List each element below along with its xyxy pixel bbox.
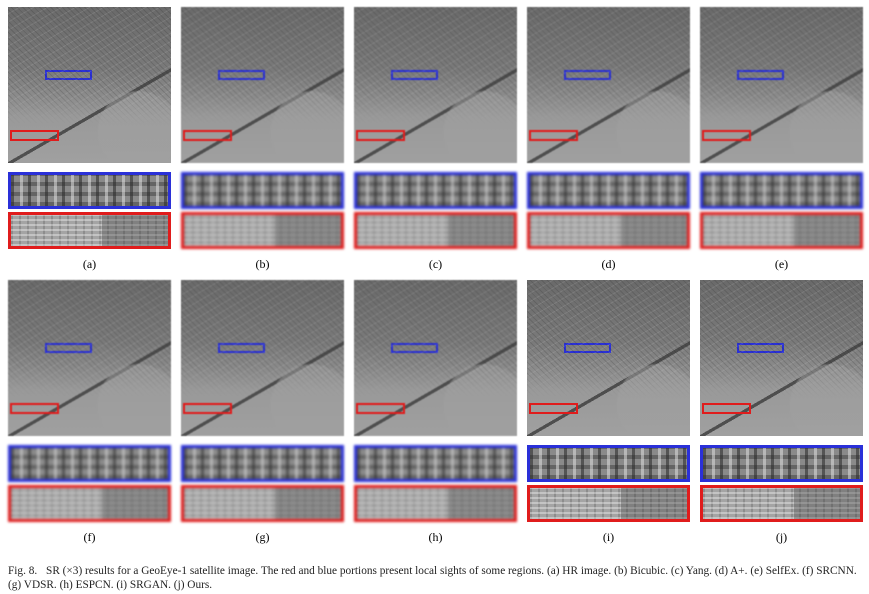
red-region-box — [356, 130, 405, 141]
red-region-box — [529, 403, 578, 414]
satellite-image — [700, 7, 863, 163]
panel-label: (e) — [774, 257, 789, 271]
blue-region-zoom — [527, 445, 690, 482]
figure-panel-d: (d) — [527, 7, 690, 272]
satellite-image — [700, 280, 863, 436]
blue-region-box — [45, 70, 92, 80]
figure-number: Fig. 8. — [8, 565, 38, 577]
figure-panel-i: (i) — [527, 280, 690, 545]
blue-region-zoom — [527, 172, 690, 209]
figure-panel-j: (j) — [700, 280, 863, 545]
red-region-box — [702, 130, 751, 141]
red-region-box — [183, 130, 232, 141]
red-region-box — [10, 130, 59, 141]
blue-region-zoom — [700, 445, 863, 482]
red-region-zoom — [181, 485, 344, 522]
satellite-image — [527, 7, 690, 163]
red-region-box — [702, 403, 751, 414]
satellite-image — [8, 280, 171, 436]
figure-panel-a: (a) — [8, 7, 171, 272]
panel-label: (b) — [255, 257, 270, 271]
red-region-box — [10, 403, 59, 414]
blue-region-box — [564, 343, 611, 353]
blue-region-zoom — [8, 172, 171, 209]
blue-region-box — [45, 343, 92, 353]
blue-region-zoom — [8, 445, 171, 482]
panel-label: (a) — [82, 257, 97, 271]
satellite-image — [354, 7, 517, 163]
red-region-zoom — [181, 212, 344, 249]
panel-label: (h) — [428, 530, 443, 544]
red-region-zoom — [354, 485, 517, 522]
figure-panel-g: (g) — [181, 280, 344, 545]
blue-region-zoom — [354, 445, 517, 482]
satellite-image — [527, 280, 690, 436]
satellite-image — [181, 7, 344, 163]
figure-panel-f: (f) — [8, 280, 171, 545]
satellite-image — [354, 280, 517, 436]
red-region-zoom — [700, 485, 863, 522]
panel-label: (d) — [601, 257, 616, 271]
figure-panel-h: (h) — [354, 280, 517, 545]
blue-region-zoom — [181, 445, 344, 482]
blue-region-box — [391, 343, 438, 353]
satellite-image — [8, 7, 171, 163]
blue-region-box — [737, 70, 784, 80]
satellite-image — [181, 280, 344, 436]
figure-panel-e: (e) — [700, 7, 863, 272]
blue-region-box — [391, 70, 438, 80]
blue-region-box — [218, 70, 265, 80]
panel-label: (i) — [602, 530, 615, 544]
red-region-box — [529, 130, 578, 141]
red-region-zoom — [700, 212, 863, 249]
red-region-zoom — [354, 212, 517, 249]
blue-region-zoom — [354, 172, 517, 209]
figure-panel-c: (c) — [354, 7, 517, 272]
red-region-zoom — [8, 212, 171, 249]
panel-label: (f) — [83, 530, 96, 544]
figure-caption: Fig. 8. SR (×3) results for a GeoEye-1 s… — [8, 564, 863, 592]
red-region-zoom — [8, 485, 171, 522]
blue-region-zoom — [700, 172, 863, 209]
red-region-zoom — [527, 485, 690, 522]
blue-region-box — [737, 343, 784, 353]
figure-panel-b: (b) — [181, 7, 344, 272]
panel-label: (g) — [255, 530, 270, 544]
blue-region-box — [564, 70, 611, 80]
panel-label: (j) — [775, 530, 788, 544]
panel-label: (c) — [428, 257, 443, 271]
caption-text: SR (×3) results for a GeoEye-1 satellite… — [8, 565, 857, 591]
red-region-zoom — [527, 212, 690, 249]
red-region-box — [183, 403, 232, 414]
blue-region-zoom — [181, 172, 344, 209]
blue-region-box — [218, 343, 265, 353]
red-region-box — [356, 403, 405, 414]
